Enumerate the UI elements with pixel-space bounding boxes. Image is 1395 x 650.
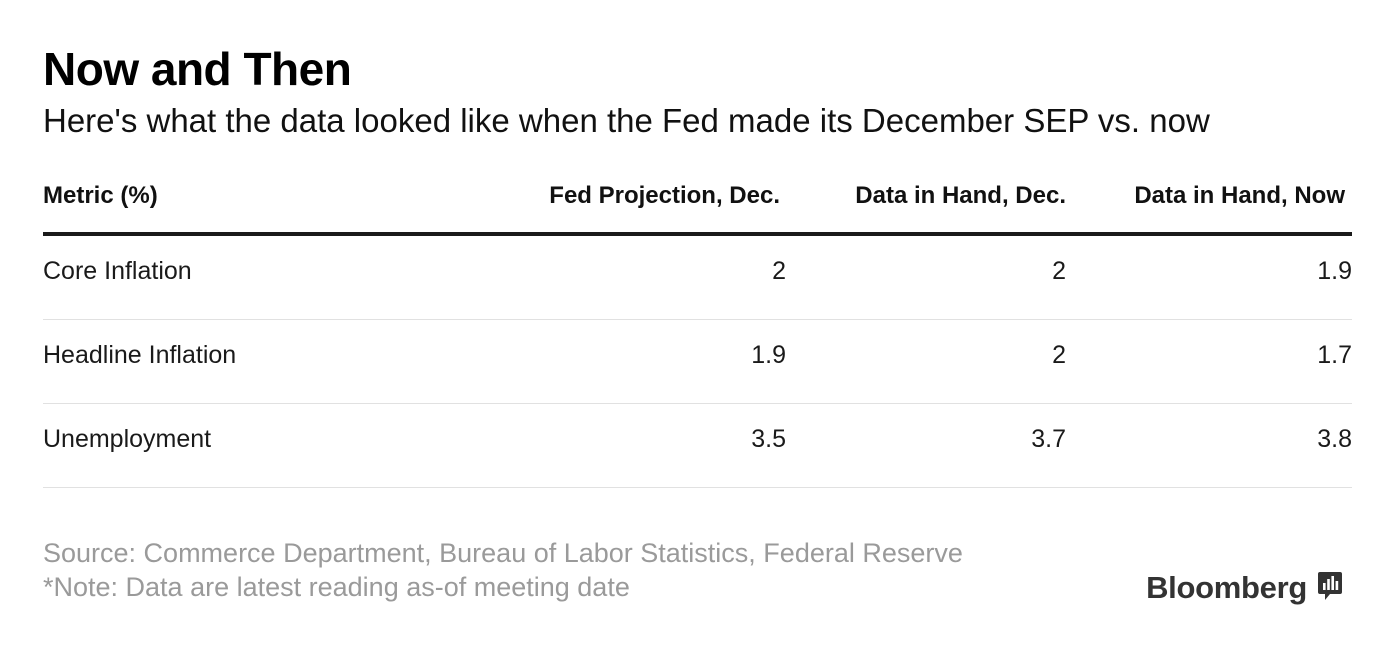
table-cell-metric: Headline Inflation — [43, 341, 237, 369]
table-header: Metric (%) Fed Projection, Dec. Data in … — [43, 160, 1352, 236]
table-cell-value: 1.7 — [1317, 341, 1352, 369]
brand-name: Bloomberg — [1146, 570, 1307, 605]
chart-footer: Source: Commerce Department, Bureau of L… — [43, 536, 963, 604]
table-cell-value: 2 — [1052, 341, 1066, 369]
table-cell-value: 3.8 — [1317, 425, 1352, 453]
bloomberg-chart-icon — [1317, 571, 1343, 606]
column-header-data-now: Data in Hand, Now — [1134, 182, 1345, 209]
source-note: Source: Commerce Department, Bureau of L… — [43, 538, 963, 568]
table-row: Unemployment 3.5 3.7 3.8 — [43, 404, 1352, 488]
brand-logo: Bloomberg — [1146, 570, 1343, 606]
table-cell-value: 2 — [772, 257, 786, 285]
footnote: *Note: Data are latest reading as-of mee… — [43, 572, 630, 602]
chart-subtitle: Here's what the data looked like when th… — [43, 102, 1210, 139]
chart-title: Now and Then — [43, 43, 352, 95]
table-cell-value: 1.9 — [751, 341, 786, 369]
table-cell-value: 2 — [1052, 257, 1066, 285]
table-row: Core Inflation 2 2 1.9 — [43, 236, 1352, 320]
table-cell-value: 1.9 — [1317, 257, 1352, 285]
table-cell-metric: Core Inflation — [43, 257, 192, 285]
table-row: Headline Inflation 1.9 2 1.7 — [43, 320, 1352, 404]
column-header-metric: Metric (%) — [43, 182, 158, 209]
column-header-fed-projection: Fed Projection, Dec. — [549, 182, 780, 209]
column-header-data-dec: Data in Hand, Dec. — [855, 182, 1066, 209]
table-cell-value: 3.5 — [751, 425, 786, 453]
table-cell-metric: Unemployment — [43, 425, 212, 453]
data-table: Metric (%) Fed Projection, Dec. Data in … — [43, 160, 1352, 488]
table-cell-value: 3.7 — [1031, 425, 1066, 453]
